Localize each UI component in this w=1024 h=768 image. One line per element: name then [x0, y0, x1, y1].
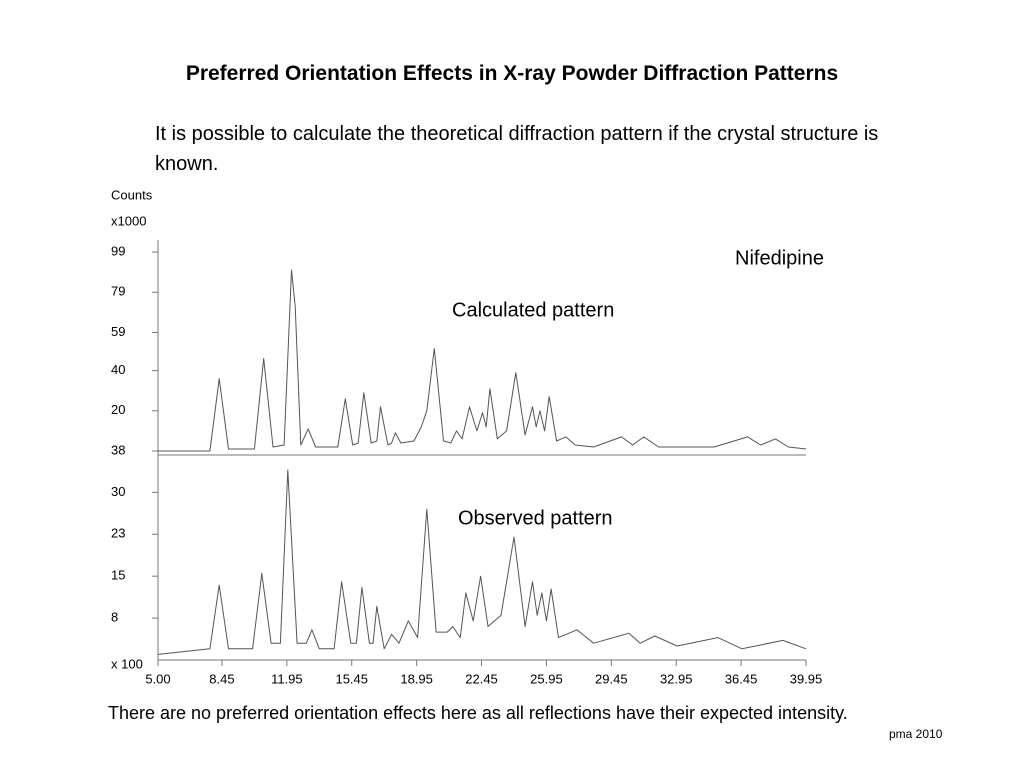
pattern-line [157, 469, 807, 655]
intro-text: It is possible to calculate the theoreti… [155, 123, 879, 175]
x-tick-label: 32.95 [660, 671, 693, 686]
x-tick-label: 11.95 [271, 671, 303, 686]
annotation: Nifedipine [735, 247, 824, 269]
x-tick-label: 25.95 [530, 671, 563, 686]
x-tick-label: 22.45 [465, 671, 498, 686]
annotation: Calculated pattern [452, 299, 614, 321]
credit: pma 2010 [889, 727, 943, 741]
x-tick-label: 29.45 [595, 671, 628, 686]
y-tick-label: 99 [111, 243, 125, 258]
slide-title: Preferred Orientation Effects in X-ray P… [185, 62, 839, 85]
y-tick-label: 38 [111, 442, 125, 457]
x-tick-label: 15.45 [335, 671, 368, 686]
annotation: Observed pattern [458, 507, 613, 529]
y-tick-label: 15 [111, 568, 125, 583]
x-tick-label: 36.45 [725, 671, 758, 686]
y-tick-label: 40 [111, 362, 125, 377]
y-unit: x 100 [111, 656, 143, 671]
x-tick-label: 18.95 [400, 671, 433, 686]
y-unit: x1000 [111, 213, 146, 228]
y-tick-label: 23 [111, 526, 125, 541]
y-tick-label: 79 [111, 284, 125, 299]
y-tick-label: 59 [111, 324, 125, 339]
y-tick-label: 30 [111, 484, 125, 499]
x-tick-label: 5.00 [145, 671, 170, 686]
footer-text: There are no preferred orientation effec… [108, 703, 848, 723]
pattern-line [158, 269, 807, 452]
x-tick-label: 8.45 [209, 671, 234, 686]
y-tick-label: 20 [111, 402, 125, 417]
y-tick-label: 8 [111, 610, 118, 625]
x-tick-label: 39.95 [790, 671, 823, 686]
y-axis-label: Counts [111, 187, 153, 202]
